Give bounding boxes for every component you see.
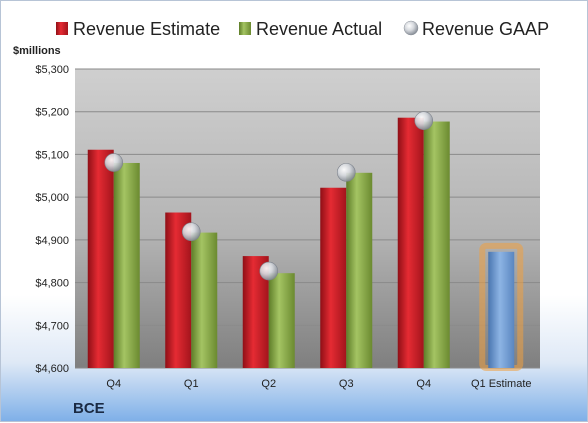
legend-swatch-revenue-actual [239, 22, 251, 35]
x-axis-ticks: Q4 Q1 Q2 Q3 Q4 Q1 Estimate [106, 378, 531, 390]
y-tick-label: $5,000 [35, 192, 69, 204]
bar-revenue-actual [191, 232, 218, 368]
y-tick-label: $5,100 [35, 149, 69, 161]
plot-area [75, 69, 540, 368]
x-tick-label: Q4 [106, 378, 121, 390]
bar-revenue-actual [423, 121, 450, 368]
marker-revenue-gaap [181, 222, 201, 242]
y-tick-label: $5,200 [35, 107, 69, 119]
bar-revenue-estimate [320, 187, 347, 368]
gridlines [75, 68, 540, 369]
y-axis-ticks: $4,600 $4,700 $4,800 $4,900 $5,000 $5,100 $5,2… [35, 64, 69, 375]
y-tick-label: $4,800 [35, 278, 69, 290]
legend-label-revenue-estimate: Revenue Estimate [73, 19, 220, 39]
x-tick-label: Q1 Estimate [471, 378, 532, 390]
legend: Revenue Estimate Revenue Actual Revenue … [56, 19, 549, 39]
legend-label-revenue-actual: Revenue Actual [256, 19, 382, 39]
y-unit-label: $millions [13, 45, 61, 57]
legend-marker-revenue-gaap [403, 20, 419, 36]
marker-revenue-gaap [414, 111, 434, 130]
legend-item-revenue-estimate: Revenue Estimate [56, 19, 220, 39]
bar-q1-estimate [488, 251, 515, 368]
y-tick-label: $4,700 [35, 320, 69, 332]
legend-swatch-revenue-estimate [56, 22, 68, 35]
x-tick-label: Q1 [184, 378, 199, 390]
bar-revenue-actual [268, 273, 295, 368]
bar-revenue-actual [113, 162, 140, 368]
bar-revenue-estimate [87, 149, 114, 368]
x-tick-label: Q4 [416, 378, 431, 390]
marker-revenue-gaap [104, 153, 124, 172]
legend-item-revenue-gaap: Revenue GAAP [403, 19, 549, 39]
bars [87, 117, 524, 371]
bar-revenue-estimate [397, 117, 424, 369]
gaap-markers [104, 111, 434, 281]
x-tick-label: Q2 [261, 378, 276, 390]
y-tick-label: $4,600 [35, 363, 69, 375]
x-tick-label: Q3 [339, 378, 354, 390]
y-tick-label: $4,900 [35, 235, 69, 247]
marker-revenue-gaap [336, 163, 356, 182]
company-label: BCE [73, 400, 105, 417]
legend-item-revenue-actual: Revenue Actual [239, 19, 382, 39]
legend-label-revenue-gaap: Revenue GAAP [422, 19, 549, 39]
bar-revenue-actual [346, 172, 373, 368]
y-tick-label: $5,300 [35, 64, 69, 76]
marker-revenue-gaap [259, 261, 279, 281]
